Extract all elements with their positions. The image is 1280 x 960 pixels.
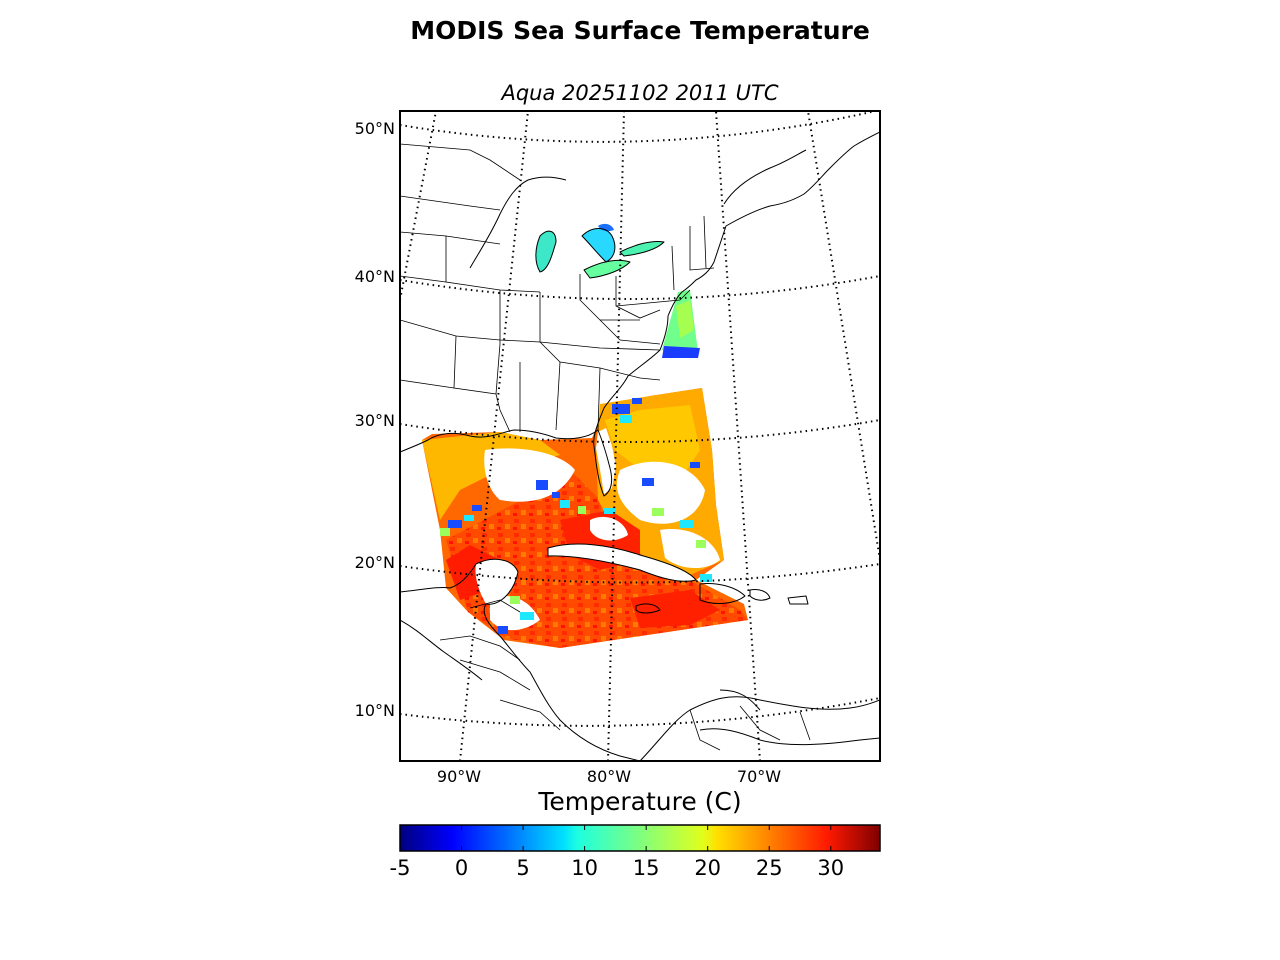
colorbar bbox=[399, 824, 881, 852]
chart-subtitle: Aqua 20251102 2011 UTC bbox=[499, 81, 778, 105]
lat-label-40: 40°N bbox=[355, 267, 395, 286]
colorbar-tick-label: 25 bbox=[756, 856, 783, 880]
colorbar-title: Temperature (C) bbox=[537, 787, 741, 816]
colorbar-tick-label: 5 bbox=[516, 856, 529, 880]
colorbar-tick-label: 30 bbox=[817, 856, 844, 880]
lat-label-50: 50°N bbox=[355, 119, 395, 138]
colorbar-tick-label: 20 bbox=[694, 856, 721, 880]
parallel-30 bbox=[400, 419, 880, 444]
sst-great-lakes bbox=[535, 223, 664, 278]
state-borders bbox=[400, 143, 811, 751]
parallel-10 bbox=[400, 697, 880, 727]
lat-label-20: 20°N bbox=[355, 553, 395, 572]
parallel-50 bbox=[400, 111, 880, 143]
latitude-labels: 50°N 40°N 30°N 20°N 10°N bbox=[355, 119, 395, 720]
map-area bbox=[400, 111, 880, 761]
graticule bbox=[400, 111, 880, 761]
map-frame bbox=[399, 110, 881, 762]
meridian-70w bbox=[715, 111, 761, 761]
meridian-90w bbox=[459, 111, 529, 761]
parallel-40 bbox=[400, 275, 880, 301]
longitude-labels: 90°W 80°W 70°W bbox=[437, 767, 781, 786]
lon-label-90w: 90°W bbox=[437, 767, 481, 786]
meridian-100w bbox=[400, 111, 437, 301]
lat-label-30: 30°N bbox=[355, 411, 395, 430]
lon-label-80w: 80°W bbox=[587, 767, 631, 786]
lon-label-70w: 70°W bbox=[737, 767, 781, 786]
colorbar-tick-label: 0 bbox=[455, 856, 468, 880]
colorbar-tick-label: 15 bbox=[633, 856, 660, 880]
meridian-80w bbox=[607, 111, 625, 761]
colorbar-tick-label: -5 bbox=[390, 856, 411, 880]
lat-label-10: 10°N bbox=[355, 701, 395, 720]
chart-title: MODIS Sea Surface Temperature bbox=[410, 16, 870, 45]
coastlines bbox=[400, 131, 880, 761]
colorbar-tick-label: 10 bbox=[571, 856, 598, 880]
colorbar-ticks: -5 0 5 10 15 20 25 30 bbox=[390, 825, 844, 880]
sst-swath-mid-atlantic bbox=[662, 290, 700, 358]
